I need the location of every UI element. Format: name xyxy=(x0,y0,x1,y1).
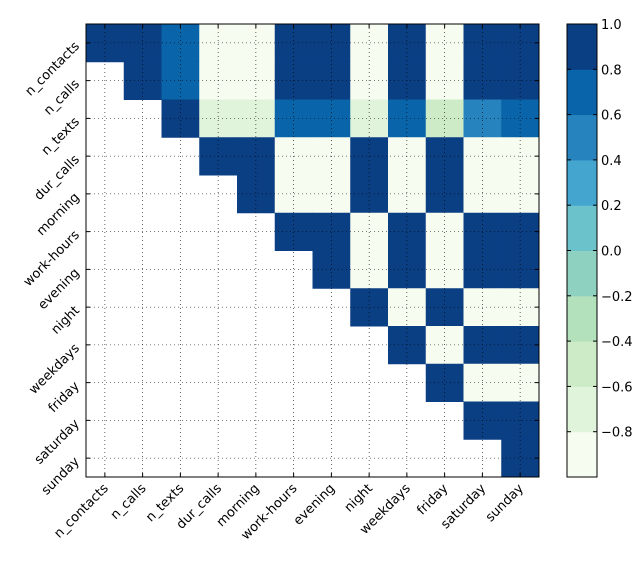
colorbar-bin xyxy=(567,295,597,342)
colorbar-bin xyxy=(567,431,597,478)
colorbar-tick-label: 0.6 xyxy=(601,109,622,124)
x-tick-label: sunday xyxy=(483,481,527,525)
colorbar: 1.0 0.8 0.6 0.4 0.2 0.0 −0.2 −0.4 −0.6 −0.8 xyxy=(566,18,633,478)
heatmap-cell xyxy=(501,175,540,214)
colorbar-tick-label: −0.8 xyxy=(601,426,633,441)
x-tick-label: n_calls xyxy=(108,481,150,523)
heatmap-cell xyxy=(388,212,427,251)
colorbar-bin xyxy=(567,159,597,206)
heatmap-cell xyxy=(425,99,464,138)
heatmap-cell xyxy=(237,24,276,63)
colorbar-tick-label: −0.6 xyxy=(601,380,633,395)
colorbar-bin xyxy=(567,114,597,161)
y-tick-label: n_texts xyxy=(39,114,83,158)
heatmap-cell xyxy=(501,99,540,138)
heatmap-cell xyxy=(161,99,200,138)
heatmap-cell xyxy=(388,326,427,365)
colorbar-bin xyxy=(567,250,597,297)
colorbar-tick-label: 0.2 xyxy=(601,199,622,214)
colorbar-bin xyxy=(567,205,597,251)
colorbar-bin xyxy=(567,24,597,70)
heatmap-cell xyxy=(501,363,540,402)
y-tick-label: night xyxy=(49,303,83,337)
heatmap-cell xyxy=(501,24,540,63)
colorbar-bin xyxy=(567,386,597,433)
colorbar-tick-label: 1.0 xyxy=(601,18,622,33)
x-tick-label: evening xyxy=(291,481,338,528)
colorbar-bin xyxy=(567,69,597,116)
heatmap-cell xyxy=(425,24,464,63)
heatmap-cell xyxy=(425,175,464,214)
heatmap-cells xyxy=(86,24,540,478)
plot-frame xyxy=(85,23,540,478)
heatmap-cell xyxy=(86,24,125,63)
heatmap-cell xyxy=(237,99,276,138)
x-tick-label: n_contacts xyxy=(51,481,111,541)
colorbar-tick-label: 0.0 xyxy=(601,245,622,260)
y-tick-label: friday xyxy=(46,379,83,416)
colorbar-bin xyxy=(567,341,597,387)
colorbar-tick-label: −0.4 xyxy=(601,335,633,350)
heatmap-cell xyxy=(237,175,276,214)
heatmap-cell xyxy=(425,363,464,402)
colorbar-tick-label: −0.2 xyxy=(601,290,633,305)
heatmap-cell xyxy=(161,24,200,63)
colorbar-tick-label: 0.8 xyxy=(601,63,622,78)
colorbar-tick-label: 0.4 xyxy=(601,154,622,169)
heatmap-cell xyxy=(274,212,313,251)
x-tick-label: night xyxy=(342,481,376,515)
heatmap-cell xyxy=(501,439,540,478)
